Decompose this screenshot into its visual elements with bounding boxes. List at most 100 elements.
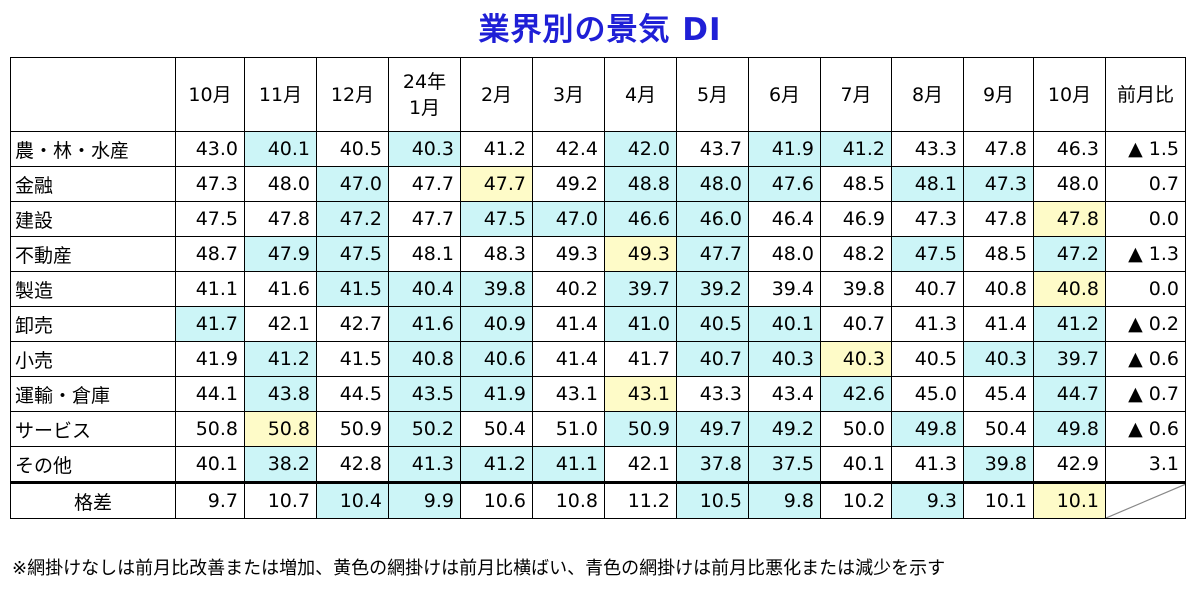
value-cell: 41.2 <box>820 131 892 167</box>
value-cell: 41.2 <box>244 341 317 377</box>
column-header: 6月 <box>748 57 821 132</box>
value-cell: 39.8 <box>820 271 892 307</box>
value-cell: 47.5 <box>460 201 533 237</box>
value-cell: 40.2 <box>532 271 605 307</box>
value-cell: 43.3 <box>891 131 964 167</box>
value-cell: 39.2 <box>676 271 749 307</box>
value-cell: 40.1 <box>244 131 317 167</box>
column-header: 12月 <box>316 57 389 132</box>
diff-cell: ▲ 0.6 <box>1105 411 1186 447</box>
value-cell: 38.2 <box>244 446 317 483</box>
value-cell: 45.4 <box>963 376 1034 412</box>
value-cell: 47.7 <box>388 201 461 237</box>
value-cell: 47.6 <box>748 166 821 202</box>
value-cell: 11.2 <box>604 481 677 519</box>
column-header: 24年 1月 <box>388 57 461 132</box>
value-cell: 41.9 <box>748 131 821 167</box>
value-cell: 40.7 <box>891 271 964 307</box>
value-cell: 39.4 <box>748 271 821 307</box>
value-cell: 39.7 <box>604 271 677 307</box>
value-cell: 47.3 <box>963 166 1034 202</box>
value-cell: 50.0 <box>820 411 892 447</box>
value-cell: 48.7 <box>175 236 245 272</box>
value-cell: 40.8 <box>388 341 461 377</box>
corner-cell <box>10 57 176 132</box>
industry-di-table: 10月 11月 12月 24年 1月 2月 3月 4月 5月 6月 7月 8月 9月 10月 前月比 農・… <box>10 57 1186 519</box>
value-cell: 42.0 <box>604 131 677 167</box>
value-cell: 40.3 <box>820 341 892 377</box>
column-header: 5月 <box>676 57 749 132</box>
column-header: 10月 <box>1033 57 1106 132</box>
row-label: 格差 <box>10 481 176 519</box>
value-cell: 47.5 <box>316 236 389 272</box>
row-label: サービス <box>10 411 176 447</box>
value-cell: 41.3 <box>891 306 964 342</box>
value-cell: 41.5 <box>316 341 389 377</box>
row-label: 金融 <box>10 166 176 202</box>
value-cell: 41.2 <box>1033 306 1106 342</box>
value-cell: 40.3 <box>748 341 821 377</box>
value-cell: 46.9 <box>820 201 892 237</box>
empty-diff-cell <box>1105 481 1186 519</box>
value-cell: 43.3 <box>676 376 749 412</box>
value-cell: 41.1 <box>175 271 245 307</box>
diagonal-slash <box>1106 485 1185 518</box>
value-cell: 42.8 <box>316 446 389 483</box>
value-cell: 49.3 <box>604 236 677 272</box>
table-row: 卸売 41.7 42.1 42.7 41.6 40.9 41.4 41.0 40.5 40.1 40… <box>10 306 1186 342</box>
value-cell: 46.4 <box>748 201 821 237</box>
row-label: 小売 <box>10 341 176 377</box>
value-cell: 42.1 <box>244 306 317 342</box>
table-row: 運輸・倉庫 44.1 43.8 44.5 43.5 41.9 43.1 43.1 43.3 43.… <box>10 376 1186 412</box>
table-row: 小売 41.9 41.2 41.5 40.8 40.6 41.4 41.7 40.7 40.3 40… <box>10 341 1186 377</box>
diff-cell: 0.0 <box>1105 271 1186 307</box>
value-cell: 42.1 <box>604 446 677 483</box>
value-cell: 50.8 <box>244 411 317 447</box>
row-label: 建設 <box>10 201 176 237</box>
value-cell: 47.3 <box>175 166 245 202</box>
table-row: 建設 47.5 47.8 47.2 47.7 47.5 47.0 46.6 46.0 46.4 46… <box>10 201 1186 237</box>
value-cell: 9.8 <box>748 481 821 519</box>
value-cell: 44.5 <box>316 376 389 412</box>
value-cell: 45.0 <box>891 376 964 412</box>
value-cell: 41.7 <box>604 341 677 377</box>
value-cell: 39.8 <box>460 271 533 307</box>
row-label: 製造 <box>10 271 176 307</box>
value-cell: 41.2 <box>460 446 533 483</box>
value-cell: 42.6 <box>820 376 892 412</box>
value-cell: 40.3 <box>388 131 461 167</box>
value-cell: 10.4 <box>316 481 389 519</box>
value-cell: 41.4 <box>532 306 605 342</box>
value-cell: 44.1 <box>175 376 245 412</box>
value-cell: 48.1 <box>891 166 964 202</box>
value-cell: 10.1 <box>1033 481 1106 519</box>
value-cell: 50.2 <box>388 411 461 447</box>
value-cell: 48.0 <box>676 166 749 202</box>
value-cell: 10.8 <box>532 481 605 519</box>
value-cell: 9.3 <box>891 481 964 519</box>
value-cell: 10.7 <box>244 481 317 519</box>
value-cell: 48.5 <box>820 166 892 202</box>
value-cell: 50.9 <box>604 411 677 447</box>
value-cell: 41.3 <box>891 446 964 483</box>
diff-cell: ▲ 0.2 <box>1105 306 1186 342</box>
page-title: 業界別の景気 DI <box>478 12 722 48</box>
value-cell: 41.2 <box>460 131 533 167</box>
value-cell: 43.5 <box>388 376 461 412</box>
value-cell: 47.9 <box>244 236 317 272</box>
value-cell: 40.3 <box>963 341 1034 377</box>
value-cell: 10.5 <box>676 481 749 519</box>
value-cell: 43.7 <box>676 131 749 167</box>
value-cell: 48.5 <box>963 236 1034 272</box>
value-cell: 47.8 <box>1033 201 1106 237</box>
value-cell: 40.7 <box>820 306 892 342</box>
value-cell: 46.6 <box>604 201 677 237</box>
value-cell: 49.2 <box>532 166 605 202</box>
value-cell: 47.2 <box>316 201 389 237</box>
value-cell: 43.1 <box>532 376 605 412</box>
value-cell: 40.5 <box>316 131 389 167</box>
value-cell: 49.3 <box>532 236 605 272</box>
column-header: 9月 <box>963 57 1034 132</box>
row-label: 農・林・水産 <box>10 131 176 167</box>
value-cell: 43.1 <box>604 376 677 412</box>
